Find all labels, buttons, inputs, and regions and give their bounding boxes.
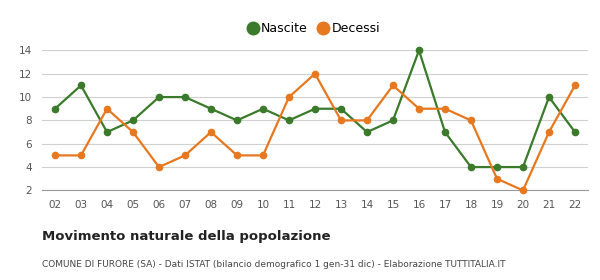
Nascite — [493, 165, 500, 169]
Decessi — [52, 154, 59, 157]
Line: Decessi: Decessi — [52, 71, 578, 193]
Nascite — [467, 165, 475, 169]
Decessi — [389, 84, 397, 87]
Decessi — [415, 107, 422, 110]
Decessi — [520, 189, 527, 192]
Decessi — [233, 154, 241, 157]
Decessi — [208, 130, 215, 134]
Legend: Nascite, Decessi: Nascite, Decessi — [245, 17, 385, 40]
Nascite — [259, 107, 266, 110]
Decessi — [103, 107, 110, 110]
Nascite — [286, 119, 293, 122]
Decessi — [77, 154, 85, 157]
Nascite — [233, 119, 241, 122]
Nascite — [52, 107, 59, 110]
Nascite — [208, 107, 215, 110]
Text: COMUNE DI FURORE (SA) - Dati ISTAT (bilancio demografico 1 gen-31 dic) - Elabora: COMUNE DI FURORE (SA) - Dati ISTAT (bila… — [42, 260, 505, 269]
Nascite — [415, 49, 422, 52]
Nascite — [442, 130, 449, 134]
Decessi — [130, 130, 137, 134]
Text: Movimento naturale della popolazione: Movimento naturale della popolazione — [42, 230, 331, 242]
Nascite — [545, 95, 553, 99]
Decessi — [571, 84, 578, 87]
Decessi — [545, 130, 553, 134]
Decessi — [493, 177, 500, 180]
Decessi — [311, 72, 319, 75]
Nascite — [77, 84, 85, 87]
Nascite — [311, 107, 319, 110]
Decessi — [467, 119, 475, 122]
Nascite — [364, 130, 371, 134]
Nascite — [130, 119, 137, 122]
Decessi — [286, 95, 293, 99]
Nascite — [103, 130, 110, 134]
Nascite — [337, 107, 344, 110]
Decessi — [259, 154, 266, 157]
Line: Nascite: Nascite — [52, 47, 578, 170]
Decessi — [337, 119, 344, 122]
Decessi — [155, 165, 163, 169]
Decessi — [181, 154, 188, 157]
Nascite — [571, 130, 578, 134]
Nascite — [155, 95, 163, 99]
Nascite — [520, 165, 527, 169]
Decessi — [364, 119, 371, 122]
Decessi — [442, 107, 449, 110]
Nascite — [389, 119, 397, 122]
Nascite — [181, 95, 188, 99]
